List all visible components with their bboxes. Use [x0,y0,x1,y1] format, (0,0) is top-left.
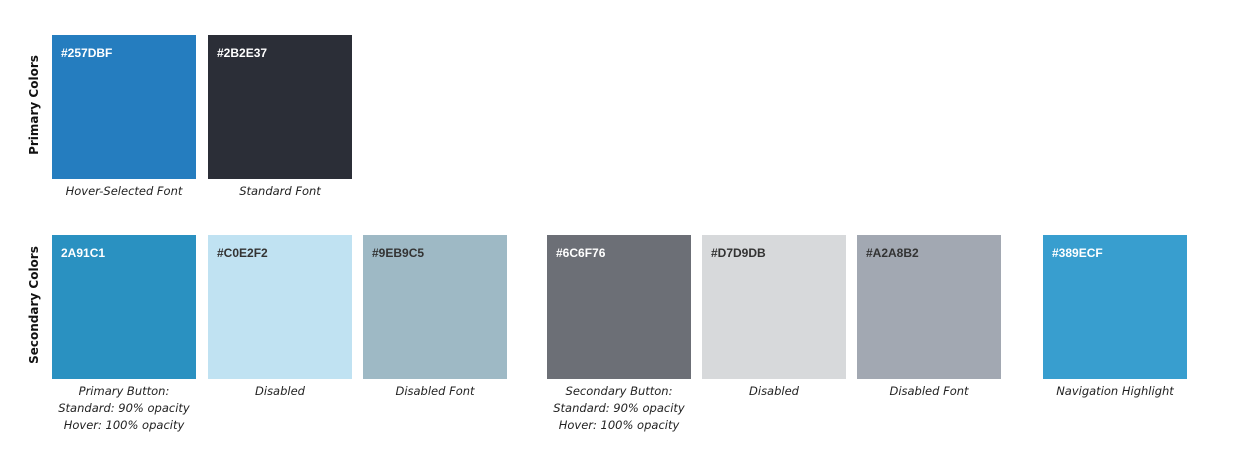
swatch-secondary-7: #389ECF [1043,235,1187,379]
swatch-caption: Disabled [679,383,869,400]
caption-line: Disabled [255,384,305,398]
secondary-colors-label: Secondary Colors [27,246,41,364]
caption-line: Standard: 90% opacity [553,401,685,415]
swatch-hex-label: #C0E2F2 [217,246,268,260]
swatch-caption: Navigation Highlight [1020,383,1210,400]
caption-line: Navigation Highlight [1056,384,1174,398]
swatch-secondary-3: #9EB9C5 [363,235,507,379]
swatch-caption: Hover-Selected Font [29,183,219,200]
swatch-caption: Disabled Font [340,383,530,400]
swatch-caption: Disabled Font [834,383,1024,400]
swatch-hex-label: #389ECF [1052,246,1103,260]
swatch-secondary-1: 2A91C1 [52,235,196,379]
swatch-caption: Secondary Button: Standard: 90% opacity … [524,383,714,434]
caption-line: Standard: 90% opacity [58,401,190,415]
caption-line: Standard Font [239,184,321,198]
swatch-hex-label: #A2A8B2 [866,246,919,260]
caption-line: Secondary Button: [565,384,673,398]
swatch-hex-label: #D7D9DB [711,246,766,260]
swatch-caption: Disabled [185,383,375,400]
caption-line: Hover: 100% opacity [63,418,185,432]
caption-line: Hover-Selected Font [65,184,183,198]
swatch-secondary-2: #C0E2F2 [208,235,352,379]
caption-line: Disabled [749,384,799,398]
primary-colors-label: Primary Colors [27,55,41,155]
caption-line: Disabled Font [889,384,969,398]
swatch-secondary-5: #D7D9DB [702,235,846,379]
swatch-hex-label: #2B2E37 [217,46,268,60]
swatch-primary-2: #2B2E37 [208,35,352,179]
caption-line: Primary Button: [78,384,170,398]
caption-line: Hover: 100% opacity [558,418,680,432]
swatch-secondary-6: #A2A8B2 [857,235,1001,379]
swatch-primary-1: #257DBF [52,35,196,179]
swatch-hex-label: #257DBF [61,46,113,60]
swatch-caption: Standard Font [185,183,375,200]
caption-line: Disabled Font [395,384,475,398]
swatch-caption: Primary Button: Standard: 90% opacity Ho… [29,383,219,434]
swatch-secondary-4: #6C6F76 [547,235,691,379]
swatch-hex-label: #6C6F76 [556,246,606,260]
swatch-hex-label: 2A91C1 [61,246,106,260]
swatch-hex-label: #9EB9C5 [372,246,425,260]
